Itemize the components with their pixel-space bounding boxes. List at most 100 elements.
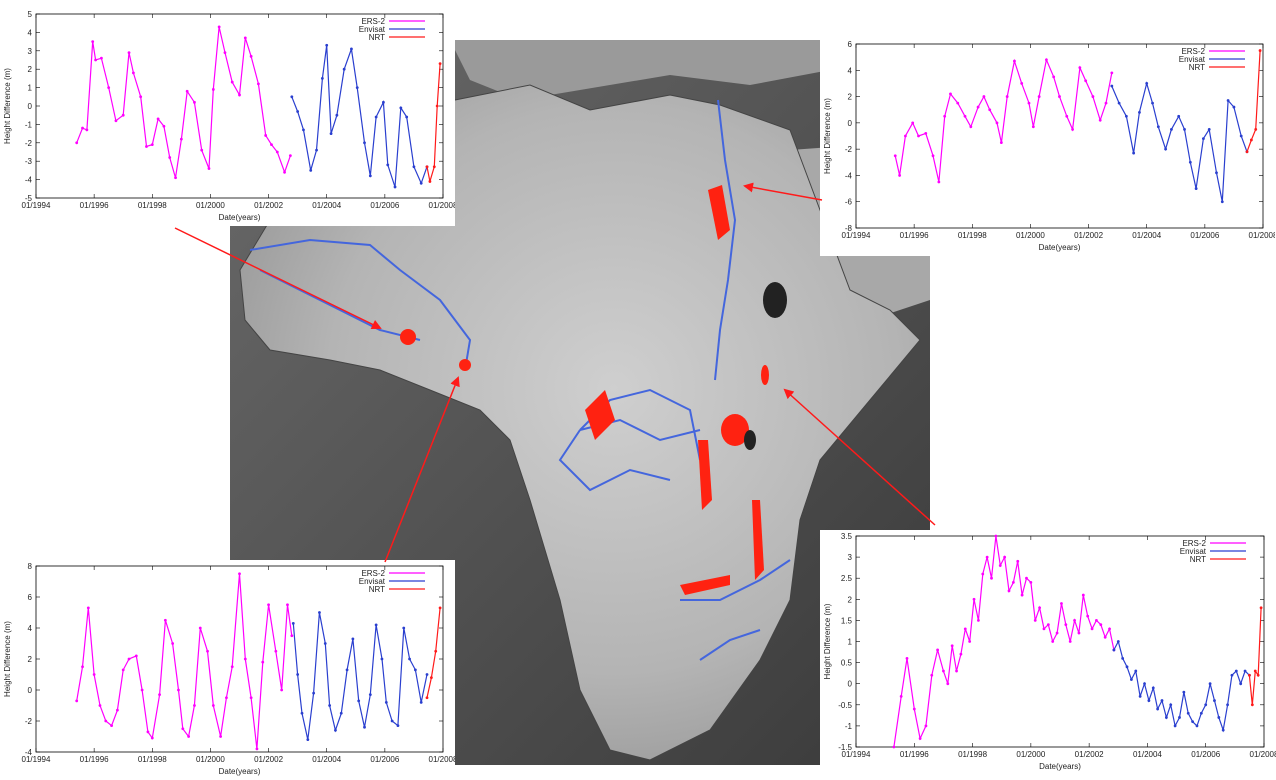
data-point-envisat — [1213, 699, 1216, 702]
data-point-ers-2 — [91, 40, 95, 43]
data-point-envisat — [374, 623, 378, 627]
data-point-ers-2 — [193, 100, 196, 104]
data-point-envisat — [363, 725, 366, 729]
data-point-envisat — [1156, 707, 1160, 711]
data-point-nrt — [429, 676, 433, 679]
data-point-ers-2 — [230, 80, 234, 84]
data-point-ers-2 — [1003, 555, 1007, 559]
data-point-envisat — [351, 637, 355, 641]
data-point-ers-2 — [1060, 602, 1063, 605]
x-tick-label: 01/2000 — [1016, 750, 1045, 759]
data-point-ers-2 — [200, 148, 204, 152]
data-point-nrt — [1249, 138, 1253, 142]
europe-landmass — [450, 40, 930, 100]
data-point-ers-2 — [1020, 82, 1024, 85]
data-point-ers-2 — [1103, 635, 1107, 639]
data-point-ers-2 — [1046, 623, 1050, 627]
data-point-ers-2 — [230, 665, 234, 669]
data-point-ers-2 — [1077, 631, 1081, 635]
data-point-ers-2 — [150, 736, 154, 740]
data-point-ers-2 — [949, 92, 952, 96]
data-point-ers-2 — [243, 36, 247, 40]
data-point-ers-2 — [942, 669, 945, 673]
data-point-ers-2 — [139, 95, 143, 99]
data-point-ers-2 — [1078, 66, 1082, 70]
legend-label: NRT — [369, 33, 385, 42]
data-point-ers-2 — [968, 640, 972, 643]
data-point-ers-2 — [1029, 581, 1033, 584]
data-point-envisat — [1151, 101, 1154, 105]
data-point-envisat — [1191, 720, 1194, 724]
data-point-nrt — [438, 62, 442, 66]
legend-label: ERS-2 — [1181, 47, 1205, 56]
data-point-ers-2 — [256, 82, 260, 86]
y-tick-label: -8 — [845, 224, 853, 233]
data-point-nrt — [434, 649, 438, 653]
data-point-ers-2 — [999, 141, 1003, 144]
x-axis-label: Date(years) — [1039, 762, 1081, 771]
lake-tanganyika — [698, 440, 712, 510]
data-point-envisat — [384, 701, 388, 704]
data-point-ers-2 — [104, 719, 108, 723]
data-point-envisat — [1239, 134, 1243, 138]
data-point-envisat — [390, 719, 394, 723]
data-point-envisat — [393, 185, 397, 189]
chart-svg: -1.5 -1 -0.5 0 0.5 1 1.5 2 2.5 3 3.5 01/1994 01/1996… — [823, 532, 1276, 771]
data-point-envisat — [402, 626, 406, 630]
x-tick-label: 01/2008 — [1250, 750, 1276, 759]
data-point-ers-2 — [171, 642, 175, 645]
x-tick-label: 01/2008 — [429, 201, 455, 210]
data-point-envisat — [1204, 703, 1208, 707]
data-point-ers-2 — [156, 117, 160, 121]
data-point-ers-2 — [956, 101, 960, 105]
y-axis-label: Height Difference (m) — [823, 603, 832, 679]
data-point-envisat — [1221, 728, 1225, 732]
data-point-ers-2 — [1025, 576, 1028, 580]
data-point-envisat — [290, 95, 294, 99]
data-point-ers-2 — [114, 119, 118, 123]
data-point-envisat — [1183, 128, 1186, 131]
data-point-envisat — [1226, 703, 1229, 707]
data-point-envisat — [296, 673, 300, 676]
data-point-ers-2 — [977, 619, 980, 622]
data-point-ers-2 — [290, 634, 294, 638]
data-point-ers-2 — [177, 688, 180, 692]
y-tick-label: 2 — [848, 93, 853, 102]
data-point-ers-2 — [127, 51, 131, 55]
data-point-envisat — [1110, 84, 1114, 88]
data-point-nrt — [1250, 703, 1254, 707]
data-point-envisat — [329, 132, 333, 135]
data-point-ers-2 — [168, 156, 172, 159]
lake-turkana — [761, 365, 769, 385]
y-axis-label: Height Difference (m) — [823, 98, 832, 174]
data-point-ers-2 — [181, 727, 185, 731]
data-point-envisat — [425, 673, 429, 676]
data-point-ers-2 — [1027, 101, 1031, 105]
data-point-envisat — [1138, 110, 1141, 114]
data-point-ers-2 — [1084, 79, 1088, 83]
plot-frame — [855, 535, 1265, 748]
data-point-nrt — [1254, 128, 1258, 131]
y-tick-label: 6 — [28, 593, 33, 602]
data-point-ers-2 — [140, 688, 144, 692]
data-point-ers-2 — [1011, 581, 1015, 584]
data-point-ers-2 — [972, 597, 976, 601]
data-point-ers-2 — [918, 737, 922, 740]
chart-svg: -4 -2 0 2 4 6 8 01/1994 01/1996 01/1998 01/2000 01/… — [3, 562, 455, 776]
data-point-ers-2 — [127, 657, 131, 661]
data-point-envisat — [1220, 200, 1224, 204]
x-tick-label: 01/1994 — [842, 750, 871, 759]
data-point-ers-2 — [1052, 75, 1056, 79]
x-axis-label: Date(years) — [1039, 243, 1081, 252]
legend-label: Envisat — [359, 577, 386, 586]
data-point-ers-2 — [98, 704, 102, 707]
data-point-ers-2 — [85, 128, 89, 132]
data-point-envisat — [1145, 82, 1149, 85]
data-point-envisat — [315, 148, 318, 152]
data-point-envisat — [335, 113, 339, 117]
data-point-envisat — [1178, 716, 1181, 719]
data-point-ers-2 — [931, 154, 935, 158]
data-point-ers-2 — [92, 673, 96, 676]
x-tick-label: 01/2008 — [1249, 231, 1275, 240]
data-point-envisat — [325, 43, 329, 47]
